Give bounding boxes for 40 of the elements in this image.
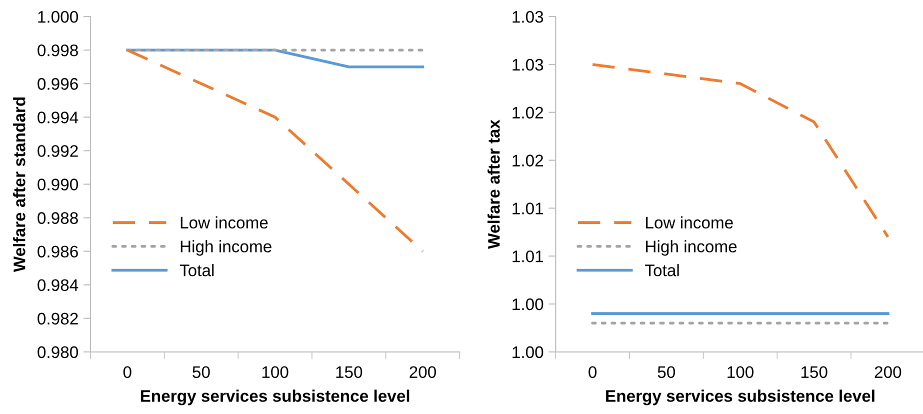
- legend-label: Total: [645, 264, 679, 276]
- x-tick-label: 50: [658, 366, 676, 378]
- x-axis-title: Energy services subsistence level: [140, 390, 410, 406]
- y-tick-label: 0.992: [38, 145, 78, 157]
- y-tick-label: 1.03: [512, 10, 544, 23]
- y-tick-label: 0.996: [38, 78, 78, 90]
- x-tick-label: 200: [410, 366, 436, 378]
- y-tick-label: 0.998: [38, 44, 78, 56]
- y-tick-label: 0.980: [38, 346, 78, 358]
- legend-label: High income: [180, 240, 272, 256]
- x-tick-label: 150: [336, 366, 362, 378]
- y-axis-title: Welfare after tax: [488, 120, 500, 249]
- legend-label: Low income: [646, 216, 733, 229]
- y-tick-label: 1.02: [512, 154, 544, 166]
- y-tick-label: 0.988: [38, 212, 78, 224]
- y-tick-label: 1.01: [512, 202, 544, 214]
- y-tick-label: 0.982: [38, 312, 78, 325]
- y-tick-label: 0.990: [38, 178, 78, 190]
- y-tick-label: 1.00: [512, 298, 544, 310]
- y-tick-label: 1.01: [512, 250, 544, 262]
- x-tick-label: 150: [801, 366, 828, 378]
- y-tick-label: 0.984: [38, 279, 78, 292]
- legend-label: Low income: [180, 216, 268, 229]
- x-tick-label: 50: [192, 366, 210, 378]
- y-tick-label: 0.986: [38, 246, 78, 258]
- line-series: [591, 63, 890, 238]
- y-tick-label: 1.000: [38, 10, 78, 23]
- x-tick-label: 100: [262, 366, 288, 378]
- x-tick-label: 200: [874, 366, 902, 378]
- y-axis-title: Welfare after standard: [13, 97, 26, 272]
- x-axis-title: Energy services subsistence level: [606, 390, 874, 406]
- x-tick-label: 0: [588, 366, 597, 378]
- legend-label: Total: [180, 264, 214, 276]
- y-tick-label: 1.00: [512, 346, 544, 358]
- x-tick-label: 0: [123, 366, 132, 378]
- y-tick-label: 1.02: [512, 106, 544, 119]
- x-tick-label: 100: [728, 366, 754, 378]
- legend-label: High income: [646, 240, 737, 256]
- y-tick-label: 1.03: [512, 58, 544, 71]
- y-tick-label: 0.994: [38, 112, 78, 124]
